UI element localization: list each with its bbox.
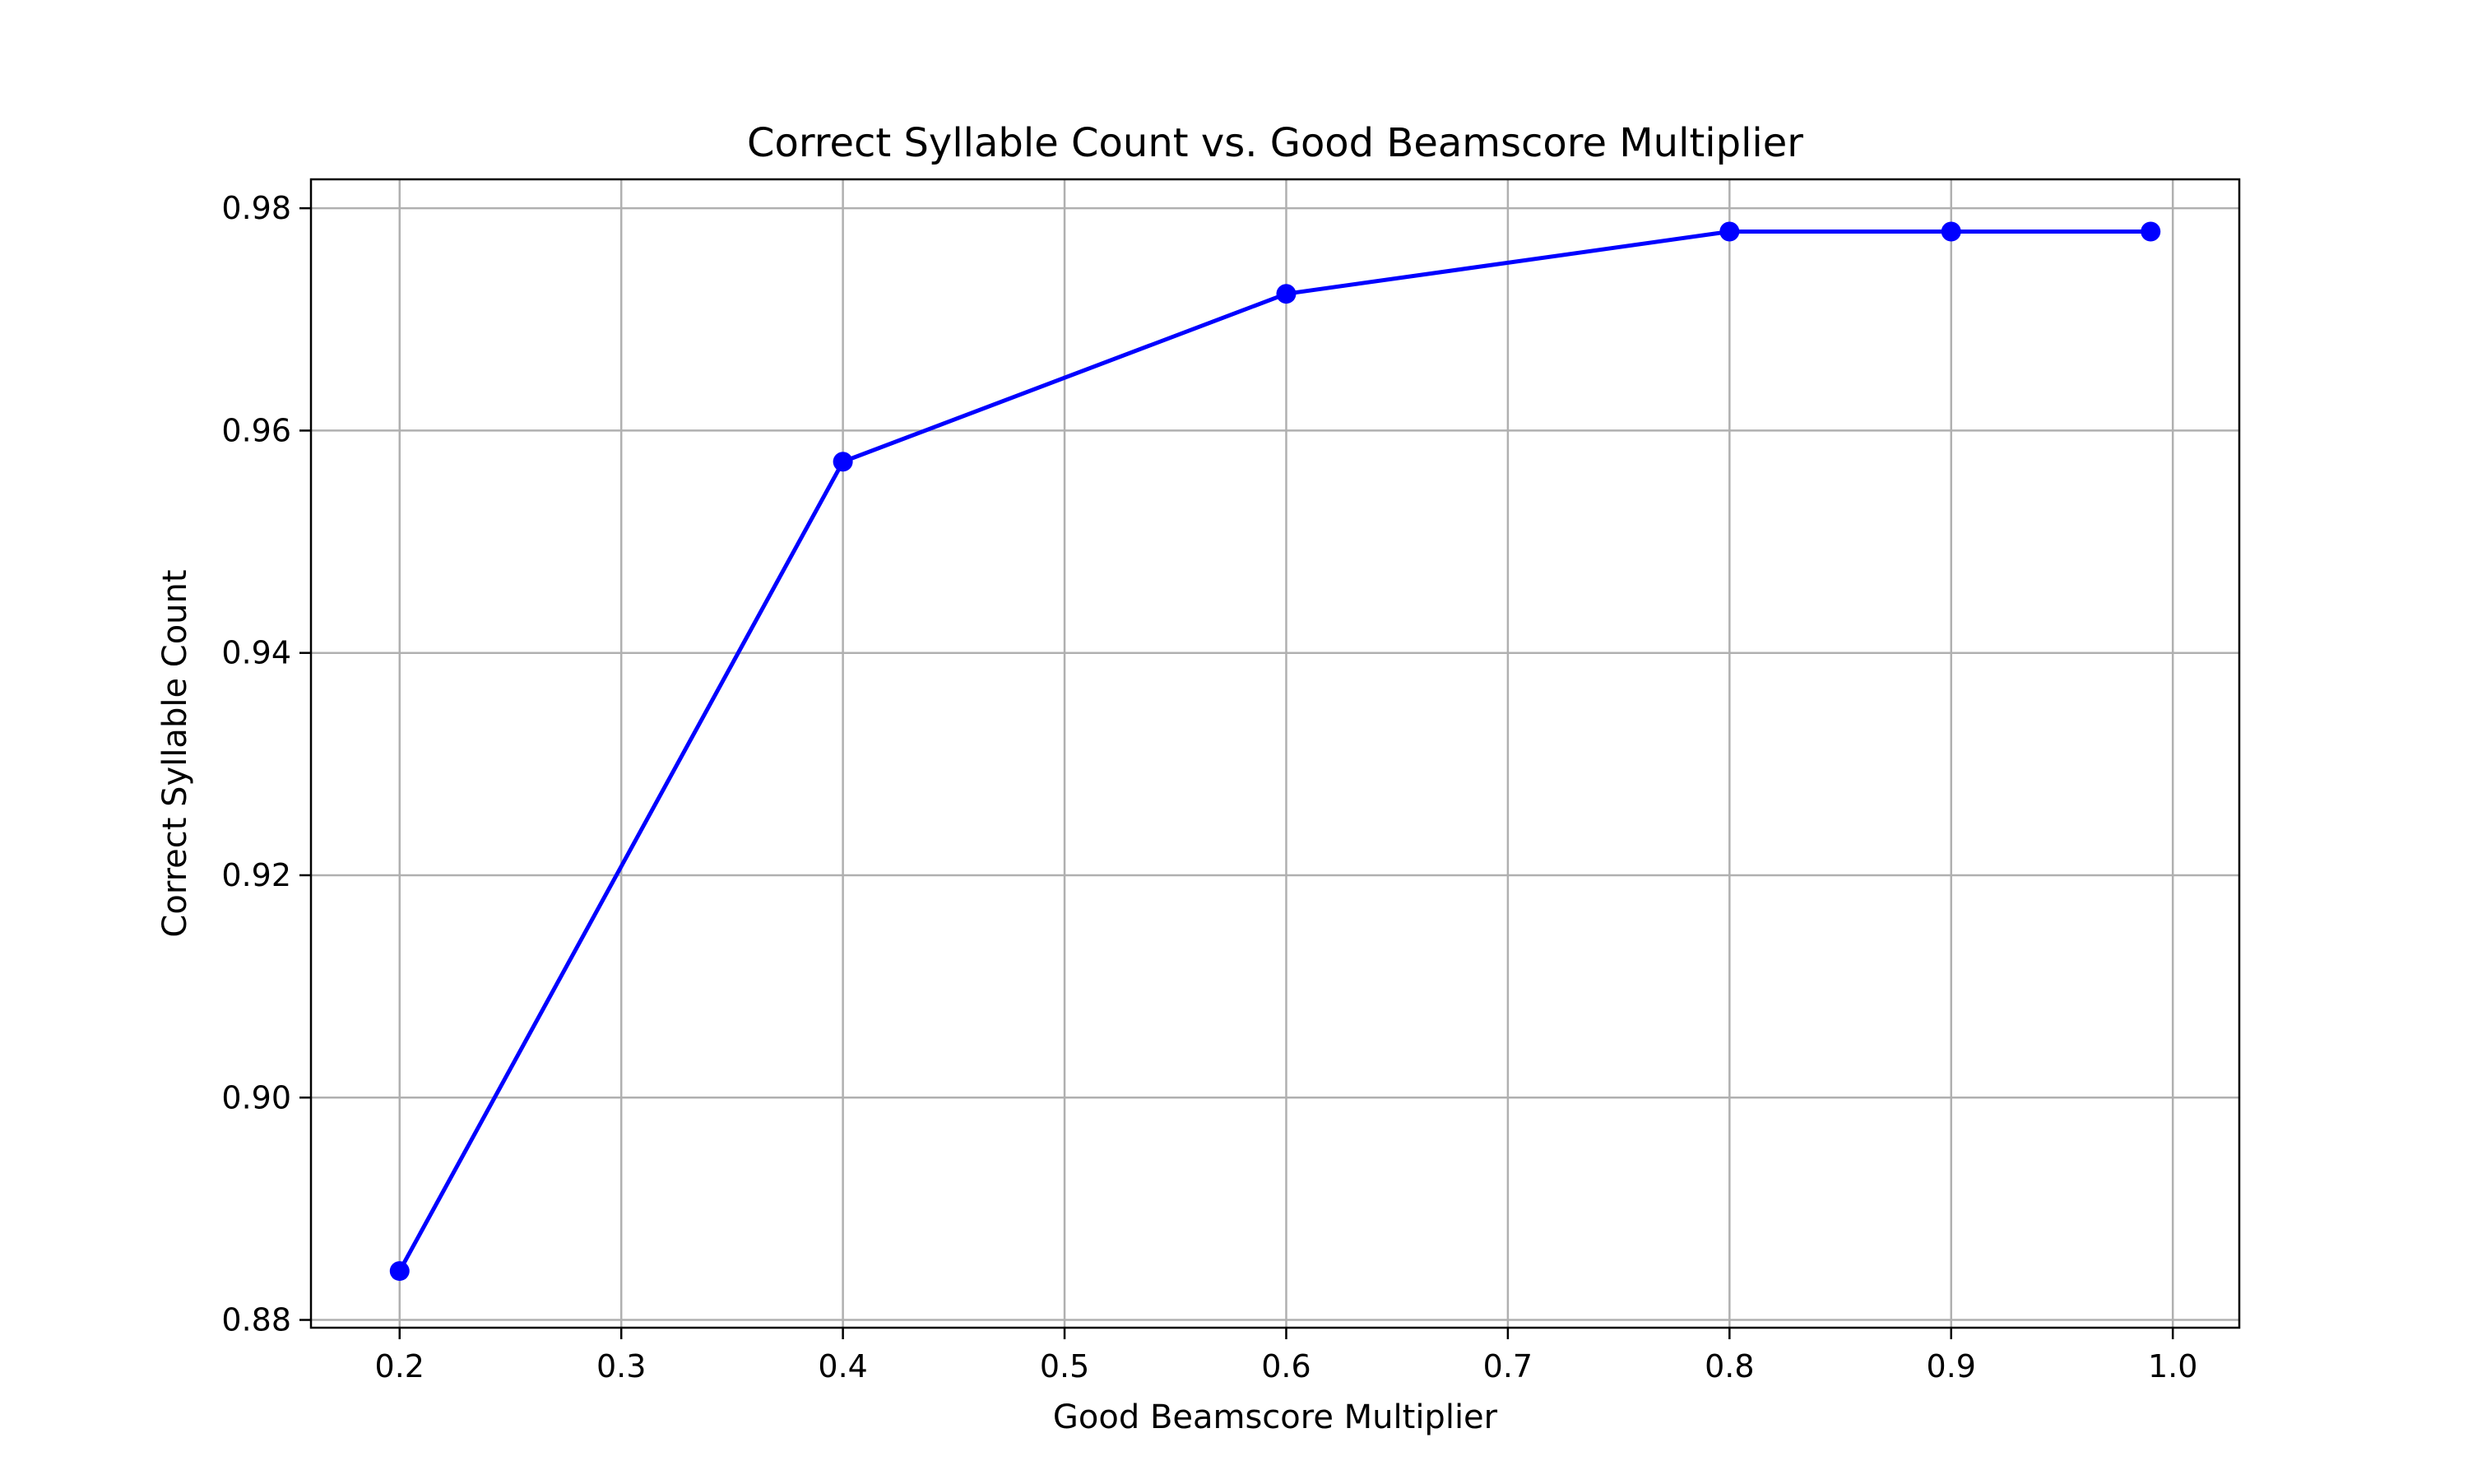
x-tick-label: 0.9 [1927, 1348, 1976, 1384]
x-axis-ticks: 0.2 0.3 0.4 0.5 0.6 0.7 0.8 0.9 1.0 [375, 1328, 2197, 1384]
y-tick-label: 0.98 [221, 190, 291, 226]
x-tick-label: 0.8 [1705, 1348, 1754, 1384]
grid-lines [311, 179, 2239, 1328]
y-tick-label: 0.94 [221, 635, 291, 671]
x-tick-label: 0.4 [818, 1348, 867, 1384]
x-tick-label: 0.5 [1040, 1348, 1089, 1384]
y-tick-label: 0.92 [221, 857, 291, 893]
x-tick-label: 1.0 [2148, 1348, 2197, 1384]
x-axis-label: Good Beamscore Multiplier [1053, 1398, 1498, 1436]
data-point [1941, 221, 1961, 242]
x-tick-label: 0.7 [1483, 1348, 1533, 1384]
y-axis-label: Correct Syllable Count [156, 569, 194, 937]
series-line [397, 230, 2151, 1273]
data-point [389, 1261, 410, 1282]
y-tick-label: 0.88 [221, 1302, 291, 1338]
data-point [1719, 221, 1740, 242]
y-axis-ticks: 0.88 0.90 0.92 0.94 0.96 0.98 [221, 190, 311, 1338]
x-tick-label: 0.6 [1261, 1348, 1311, 1384]
y-tick-label: 0.90 [221, 1079, 291, 1115]
data-point [833, 452, 853, 472]
y-tick-label: 0.96 [221, 412, 291, 448]
series-layer [389, 221, 2161, 1282]
chart-title: Correct Syllable Count vs. Good Beamscor… [747, 120, 1803, 166]
plot-frame [309, 178, 2241, 1329]
data-point [2141, 221, 2161, 242]
x-tick-label: 0.3 [596, 1348, 646, 1384]
x-tick-label: 0.2 [375, 1348, 424, 1384]
data-point [1276, 284, 1297, 304]
